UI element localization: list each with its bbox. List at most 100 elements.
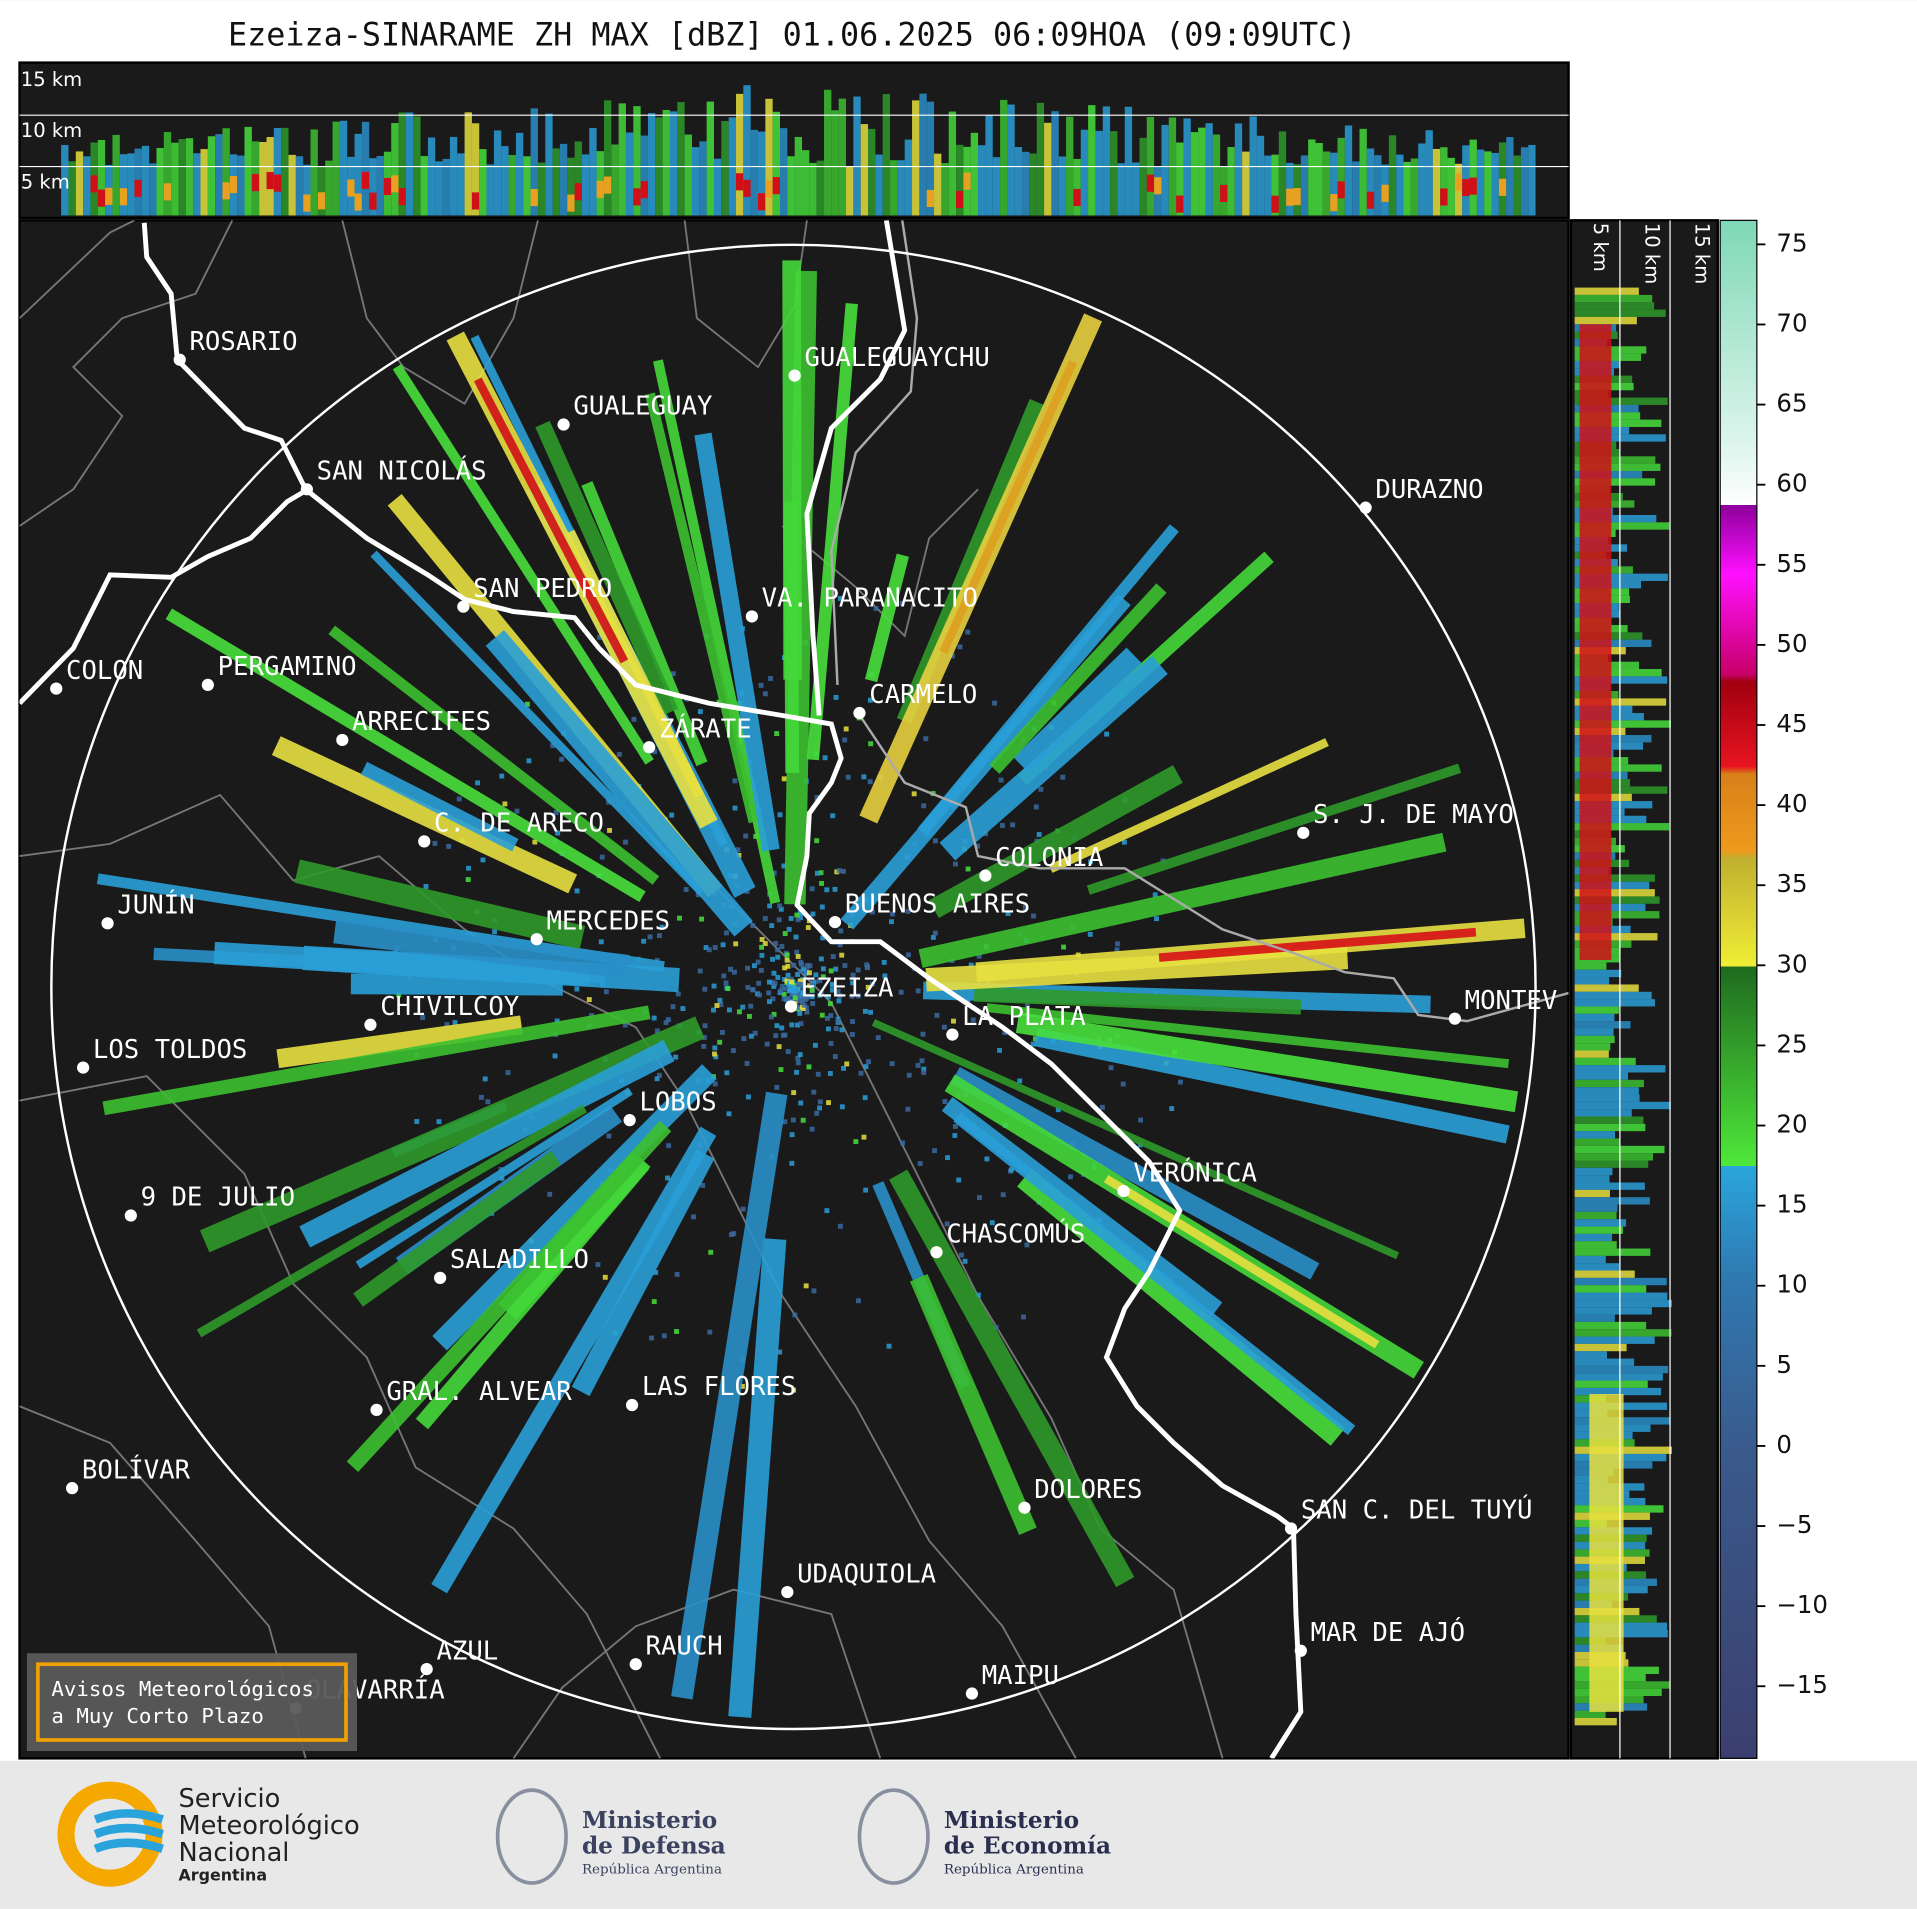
echo-pixel <box>784 952 790 958</box>
city-marker <box>50 682 63 695</box>
echo-pixel <box>670 671 676 677</box>
echo-column <box>765 98 773 216</box>
echo-row <box>1574 1226 1623 1234</box>
city-marker <box>101 917 114 930</box>
colorbar-tick-label: 15 <box>1776 1190 1807 1219</box>
echo-column <box>1381 184 1389 202</box>
echo-pixel <box>574 986 580 992</box>
echo-pixel <box>732 778 738 784</box>
city-label: LAS FLORES <box>642 1372 796 1402</box>
echo-pixel <box>906 1072 912 1078</box>
echo-row <box>1574 1204 1618 1212</box>
echo-ray <box>939 360 1078 654</box>
echo-pixel <box>1010 822 1016 828</box>
echo-pixel <box>833 966 839 972</box>
echo-pixel <box>661 1333 667 1339</box>
echo-row <box>1574 1131 1616 1139</box>
echo-column <box>545 113 553 216</box>
echo-column <box>303 194 311 212</box>
echo-column <box>567 194 575 212</box>
echo-column <box>259 142 267 216</box>
echo-pixel <box>775 947 781 953</box>
echo-pixel <box>1009 1167 1014 1173</box>
echo-row <box>1574 1013 1615 1022</box>
echo-pixel <box>767 903 773 909</box>
echo-pixel <box>697 968 703 974</box>
echo-pixel <box>952 1133 958 1138</box>
echo-row <box>1574 1160 1649 1168</box>
echo-pixel <box>865 984 871 990</box>
echo-pixel <box>774 731 780 736</box>
echo-column <box>200 149 208 216</box>
echo-pixel <box>789 1160 795 1166</box>
city-label: MONTEV <box>1465 986 1558 1016</box>
echo-pixel <box>623 839 628 845</box>
echo-pixel <box>717 997 723 1003</box>
logo-text: de Economía <box>944 1833 1111 1860</box>
echo-pixel <box>730 1048 736 1053</box>
echo-column <box>75 151 84 216</box>
echo-pixel <box>817 992 823 998</box>
echo-column <box>281 127 289 216</box>
echo-pixel <box>795 981 801 987</box>
echo-pixel <box>789 992 795 998</box>
echo-row <box>1574 1109 1632 1117</box>
echo-column <box>1286 188 1294 206</box>
echo-pixel <box>762 691 768 697</box>
echo-pixel <box>949 653 955 659</box>
echo-column <box>860 124 869 216</box>
echo-pixel <box>819 904 825 910</box>
title: Ezeiza-SINARAME ZH MAX [dBZ] 01.06.2025 … <box>228 18 1356 54</box>
city-marker <box>173 353 186 366</box>
echo-pixel <box>810 1000 816 1006</box>
echo-pixel <box>795 1060 801 1066</box>
echo-column <box>1337 181 1345 199</box>
echo-column <box>119 188 128 206</box>
echo-pixel <box>759 952 765 958</box>
echo-pixel <box>653 1269 659 1275</box>
echo-pixel <box>778 1067 784 1072</box>
echo-column <box>926 189 935 207</box>
echo-column <box>897 160 905 216</box>
echo-row <box>1574 1182 1645 1190</box>
echo-column <box>1462 178 1470 197</box>
city-marker <box>629 1658 642 1671</box>
echo-ray <box>355 1087 633 1269</box>
echo-pixel <box>856 1298 861 1304</box>
echo-ray <box>102 1005 651 1116</box>
echo-pixel <box>1000 1192 1006 1198</box>
echo-row <box>1574 1175 1610 1183</box>
echo-row <box>1574 316 1637 325</box>
echo-pixel <box>779 944 785 949</box>
echo-column <box>868 128 876 216</box>
echo-row <box>1574 522 1670 530</box>
city-label: C. DE ARECO <box>434 809 604 839</box>
echo-column <box>1330 194 1338 212</box>
defensa-logo: Ministerio de Defensa República Argentin… <box>495 1788 726 1885</box>
echo-pixel <box>748 1003 754 1009</box>
echo-pixel <box>1088 859 1093 865</box>
echo-pixel <box>675 991 681 997</box>
border <box>341 220 539 405</box>
echo-row <box>1574 669 1662 677</box>
echo-pixel <box>915 988 921 994</box>
echo-pixel <box>757 992 762 998</box>
echo-column <box>1014 147 1023 216</box>
echo-column <box>757 193 766 211</box>
uruguay-river <box>804 220 908 716</box>
echo-pixel <box>769 923 775 929</box>
echo-pixel <box>651 1015 657 1021</box>
echo-column <box>222 182 230 200</box>
city-label: VA. PARANACITO <box>762 584 978 614</box>
echo-column <box>134 179 142 197</box>
echo-pixel <box>862 1095 868 1101</box>
echo-ray <box>485 630 753 937</box>
echo-pixel <box>752 1030 758 1036</box>
echo-pixel <box>837 596 843 601</box>
echo-pixel <box>659 924 665 930</box>
echo-pixel <box>825 1026 831 1032</box>
echo-pixel <box>673 1054 679 1060</box>
echo-pixel <box>975 843 980 849</box>
echo-pixel <box>959 1252 964 1258</box>
echo-ray <box>1158 927 1477 962</box>
